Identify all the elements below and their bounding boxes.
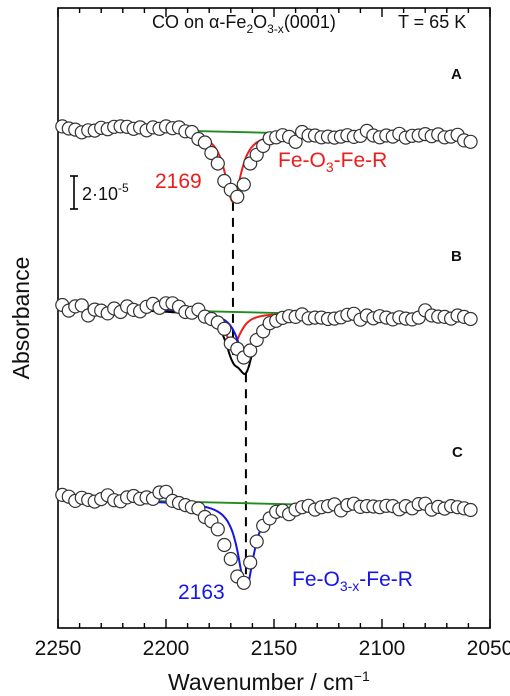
data-point-b xyxy=(243,343,258,358)
data-point-b xyxy=(463,311,478,327)
data-point-a xyxy=(210,156,225,171)
panel-label-c: C xyxy=(452,444,463,461)
panel-label-a: A xyxy=(451,66,462,83)
data-point-a xyxy=(204,145,219,161)
data-point-a xyxy=(230,189,245,204)
x-axis-ticks: 2250 2200 2150 2100 2050 xyxy=(35,8,510,660)
panel-label-b: B xyxy=(451,248,462,265)
scale-bar: 2·10-5 xyxy=(70,175,129,210)
peak-value-2163: 2163 xyxy=(178,581,225,604)
dashed-guide-lines xyxy=(231,201,247,588)
data-point-c xyxy=(463,502,478,518)
scale-bar-label: 2·10-5 xyxy=(82,181,129,204)
x-tick-label-2200: 2200 xyxy=(143,637,190,660)
data-point-a xyxy=(197,135,212,150)
data-point-c xyxy=(243,555,258,570)
x-tick-label-2050: 2050 xyxy=(467,637,510,660)
data-point-a xyxy=(288,134,303,149)
data-point-c xyxy=(217,537,232,553)
data-point-b xyxy=(74,298,89,313)
data-points xyxy=(55,119,478,590)
x-tick-label-2100: 2100 xyxy=(359,637,406,660)
data-point-c xyxy=(223,551,238,567)
peak-assignment-fe-o3: Fe-O3-Fe-R xyxy=(278,149,387,175)
x-tick-label-2250: 2250 xyxy=(35,637,82,660)
chart-title: CO on α-Fe2O3-x(0001) xyxy=(152,12,336,36)
temperature-label: T = 65 K xyxy=(398,12,466,32)
data-point-c xyxy=(236,575,251,590)
data-point-a xyxy=(463,134,478,149)
data-point-c xyxy=(249,534,264,549)
data-point-b xyxy=(217,321,232,336)
peak-assignment-fe-o3x: Fe-O3-x-Fe-R xyxy=(292,568,413,594)
x-tick-label-2150: 2150 xyxy=(251,637,298,660)
data-point-c xyxy=(210,522,225,537)
y-axis-title: Absorbance xyxy=(8,257,34,380)
x-axis-title: Wavenumber / cm−1 xyxy=(168,668,370,695)
peak-value-2169: 2169 xyxy=(155,170,202,193)
data-point-a xyxy=(236,177,251,192)
